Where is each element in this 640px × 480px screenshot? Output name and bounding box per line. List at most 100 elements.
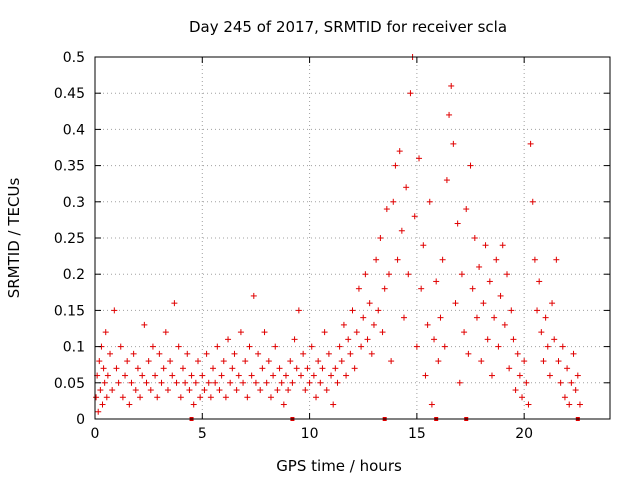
data-point — [103, 394, 110, 401]
data-point — [235, 372, 242, 379]
data-point — [493, 256, 500, 263]
data-point — [313, 394, 320, 401]
data-point — [179, 365, 186, 372]
data-point — [259, 365, 266, 372]
data-point — [218, 372, 225, 379]
data-point — [270, 372, 277, 379]
data-point — [285, 387, 292, 394]
data-point — [343, 372, 350, 379]
data-point — [132, 387, 139, 394]
data-point — [431, 336, 438, 343]
data-point — [416, 155, 423, 162]
data-point — [441, 343, 448, 350]
data-point — [469, 285, 476, 292]
data-point — [111, 307, 118, 314]
data-point — [463, 206, 470, 213]
data-point — [501, 321, 508, 328]
data-point — [355, 285, 362, 292]
data-point — [231, 350, 238, 357]
data-point — [300, 350, 307, 357]
data-point — [379, 329, 386, 336]
data-point — [499, 242, 506, 249]
y-tick-label: 0.35 — [54, 159, 85, 175]
data-point — [388, 358, 395, 365]
data-point — [289, 379, 296, 386]
data-point — [546, 372, 553, 379]
data-point — [330, 401, 337, 408]
data-point — [272, 343, 279, 350]
y-tick-label: 0.45 — [54, 86, 85, 102]
data-point — [212, 379, 219, 386]
data-point — [420, 242, 427, 249]
data-point — [261, 329, 268, 336]
data-point — [93, 394, 100, 401]
data-point — [521, 358, 528, 365]
data-point — [559, 343, 566, 350]
data-point — [107, 350, 114, 357]
data-point — [101, 379, 108, 386]
data-point — [323, 387, 330, 394]
x-tick-label: 10 — [301, 426, 319, 442]
data-point — [188, 372, 195, 379]
data-point — [353, 329, 360, 336]
data-point — [104, 372, 111, 379]
data-point — [119, 394, 126, 401]
data-point — [439, 256, 446, 263]
data-point — [263, 379, 270, 386]
data-point — [302, 387, 309, 394]
data-point — [248, 372, 255, 379]
data-point — [456, 379, 463, 386]
data-point — [572, 387, 579, 394]
data-point — [534, 307, 541, 314]
data-point — [366, 300, 373, 307]
data-point — [240, 379, 247, 386]
data-point — [308, 343, 315, 350]
data-point — [407, 90, 414, 97]
data-point — [437, 314, 444, 321]
data-point — [203, 350, 210, 357]
data-point — [154, 394, 161, 401]
data-point — [454, 220, 461, 227]
data-point — [340, 321, 347, 328]
data-point — [280, 401, 287, 408]
data-point — [433, 278, 440, 285]
data-point — [210, 365, 217, 372]
data-point — [345, 336, 352, 343]
data-point — [117, 343, 124, 350]
data-point — [164, 387, 171, 394]
y-axis-label: SRMTID / TECUs — [5, 178, 23, 299]
data-point — [516, 372, 523, 379]
data-point — [244, 394, 251, 401]
data-point — [452, 300, 459, 307]
data-point — [358, 343, 365, 350]
data-point — [401, 314, 407, 321]
data-point — [549, 300, 556, 307]
data-point — [317, 379, 324, 386]
data-point — [510, 336, 517, 343]
y-tick-label: 0.25 — [54, 231, 85, 247]
data-point — [370, 321, 377, 328]
data-points — [93, 54, 583, 415]
data-point — [252, 379, 259, 386]
data-point — [381, 285, 388, 292]
data-point — [422, 372, 429, 379]
data-point — [298, 372, 304, 379]
data-point — [186, 387, 193, 394]
data-point — [184, 350, 191, 357]
data-point — [458, 271, 465, 278]
data-point — [555, 358, 562, 365]
data-point — [512, 387, 519, 394]
data-point — [336, 343, 343, 350]
data-point — [242, 358, 249, 365]
x-tick-label: 5 — [198, 426, 207, 442]
data-point — [392, 162, 399, 169]
data-point — [225, 336, 232, 343]
data-point — [295, 307, 302, 314]
data-point — [538, 329, 545, 336]
data-point — [310, 372, 317, 379]
y-tick-label: 0.1 — [63, 340, 85, 356]
data-point — [540, 358, 547, 365]
data-point — [237, 329, 244, 336]
